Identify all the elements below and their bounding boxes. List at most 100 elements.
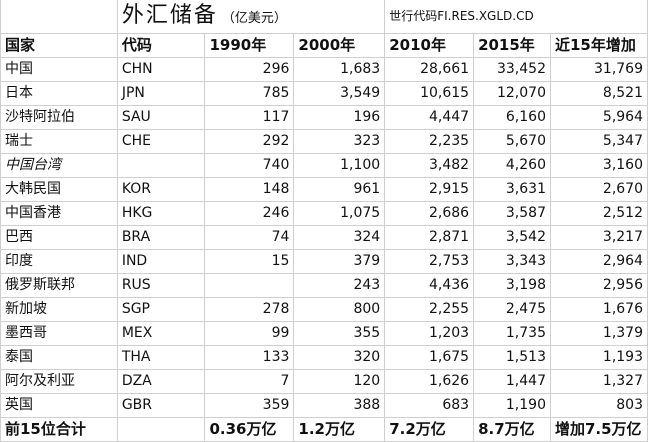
cell-code: SAU <box>116 105 206 130</box>
cell-code: CHE <box>116 129 206 154</box>
cell-code: JPN <box>116 81 206 106</box>
cell-increase: 1,327 <box>549 369 648 394</box>
cell-code: SGP <box>116 297 206 322</box>
cell-increase: 1,193 <box>549 345 648 370</box>
cell-2015: 6,160 <box>473 105 551 130</box>
cell-2000: 120 <box>293 369 386 394</box>
header-1990: 1990年 <box>204 33 295 58</box>
cell-1990: 292 <box>204 129 295 154</box>
cell-2010: 2,686 <box>384 201 475 226</box>
cell-2000: 3,549 <box>293 81 386 106</box>
cell-country: 日本 <box>0 81 118 106</box>
cell-1990: 99 <box>204 321 295 346</box>
cell-2000: 379 <box>293 249 386 274</box>
cell-country: 新加坡 <box>0 297 118 322</box>
cell-2010: 2,871 <box>384 225 475 250</box>
cell-2000: 324 <box>293 225 386 250</box>
cell-code: HKG <box>116 201 206 226</box>
cell-increase: 2,670 <box>549 177 648 202</box>
header-2000: 2000年 <box>293 33 386 58</box>
cell-code: DZA <box>116 369 206 394</box>
cell-increase: 8,521 <box>549 81 648 106</box>
cell-2000: 196 <box>293 105 386 130</box>
cell-country: 泰国 <box>0 345 118 370</box>
table-row: 阿尔及利亚 DZA 7 120 1,626 1,447 1,327 <box>0 369 648 394</box>
cell-code: MEX <box>116 321 206 346</box>
cell-country: 大韩民国 <box>0 177 118 202</box>
cell-country: 英国 <box>0 393 118 418</box>
table-row: 大韩民国 KOR 148 961 2,915 3,631 2,670 <box>0 177 648 202</box>
cell-1990: 15 <box>204 249 295 274</box>
cell-2015: 1,735 <box>473 321 551 346</box>
table-row: 巴西 BRA 74 324 2,871 3,542 3,217 <box>0 225 648 250</box>
cell-2010: 3,482 <box>384 153 475 178</box>
cell-1990: 148 <box>204 177 295 202</box>
cell-country: 中国 <box>0 57 118 82</box>
cell-increase: 2,964 <box>549 249 648 274</box>
cell-2010: 683 <box>384 393 475 418</box>
cell-2010: 4,436 <box>384 273 475 298</box>
table-row: 新加坡 SGP 278 800 2,255 2,475 1,676 <box>0 297 648 322</box>
cell-1990: 246 <box>204 201 295 226</box>
cell-country: 印度 <box>0 249 118 274</box>
cell-country: 瑞士 <box>0 129 118 154</box>
table-title: 外汇储备 <box>121 2 218 28</box>
cell-country: 中国香港 <box>0 201 118 226</box>
total-2010: 7.2万亿 <box>384 417 475 442</box>
cell-2000: 388 <box>293 393 386 418</box>
cell-2015: 1,447 <box>473 369 551 394</box>
cell-increase: 3,217 <box>549 225 648 250</box>
cell-2010: 28,661 <box>384 57 475 82</box>
header-code: 代码 <box>116 33 206 58</box>
cell-increase: 1,379 <box>549 321 648 346</box>
cell-2000: 1,100 <box>293 153 386 178</box>
cell-2000: 1,683 <box>293 57 386 82</box>
cell-1990 <box>204 273 295 298</box>
cell-2015: 12,070 <box>473 81 551 106</box>
cell-2000: 800 <box>293 297 386 322</box>
cell-2015: 3,343 <box>473 249 551 274</box>
cell-2010: 1,675 <box>384 345 475 370</box>
total-1990: 0.36万亿 <box>204 417 295 442</box>
cell-2015: 33,452 <box>473 57 551 82</box>
cell-code: RUS <box>116 273 206 298</box>
cell-2010: 2,235 <box>384 129 475 154</box>
cell-1990: 7 <box>204 369 295 394</box>
cell-country: 阿尔及利亚 <box>0 369 118 394</box>
cell-2000: 323 <box>293 129 386 154</box>
cell-country: 中国台湾 <box>0 153 118 178</box>
cell-code: BRA <box>116 225 206 250</box>
total-2000: 1.2万亿 <box>293 417 386 442</box>
cell-code <box>116 153 206 178</box>
header-2015: 2015年 <box>473 33 551 58</box>
header-row: 国家 代码 1990年 2000年 2010年 2015年 近15年增加 <box>0 33 648 58</box>
header-2010: 2010年 <box>384 33 475 58</box>
cell-increase: 3,160 <box>549 153 648 178</box>
cell-increase: 1,676 <box>549 297 648 322</box>
cell-increase: 2,956 <box>549 273 648 298</box>
cell-2000: 961 <box>293 177 386 202</box>
cell-2015: 5,670 <box>473 129 551 154</box>
cell-1990: 133 <box>204 345 295 370</box>
cell-2010: 2,255 <box>384 297 475 322</box>
cell-code: IND <box>116 249 206 274</box>
cell-2010: 4,447 <box>384 105 475 130</box>
cell-2015: 1,190 <box>473 393 551 418</box>
cell-2015: 3,198 <box>473 273 551 298</box>
cell-1990: 296 <box>204 57 295 82</box>
cell-2000: 355 <box>293 321 386 346</box>
cell-code: GBR <box>116 393 206 418</box>
table-unit: （亿美元） <box>221 10 287 26</box>
cell-code: THA <box>116 345 206 370</box>
total-increase: 增加7.5万亿 <box>549 417 648 442</box>
cell-increase: 31,769 <box>549 57 648 82</box>
cell-2010: 2,753 <box>384 249 475 274</box>
cell-2000: 243 <box>293 273 386 298</box>
cell-increase: 5,964 <box>549 105 648 130</box>
table-row: 墨西哥 MEX 99 355 1,203 1,735 1,379 <box>0 321 648 346</box>
table-row: 沙特阿拉伯 SAU 117 196 4,447 6,160 5,964 <box>0 105 648 130</box>
cell-2015: 2,475 <box>473 297 551 322</box>
table-row: 日本 JPN 785 3,549 10,615 12,070 8,521 <box>0 81 648 106</box>
table-row: 中国香港 HKG 246 1,075 2,686 3,587 2,512 <box>0 201 648 226</box>
